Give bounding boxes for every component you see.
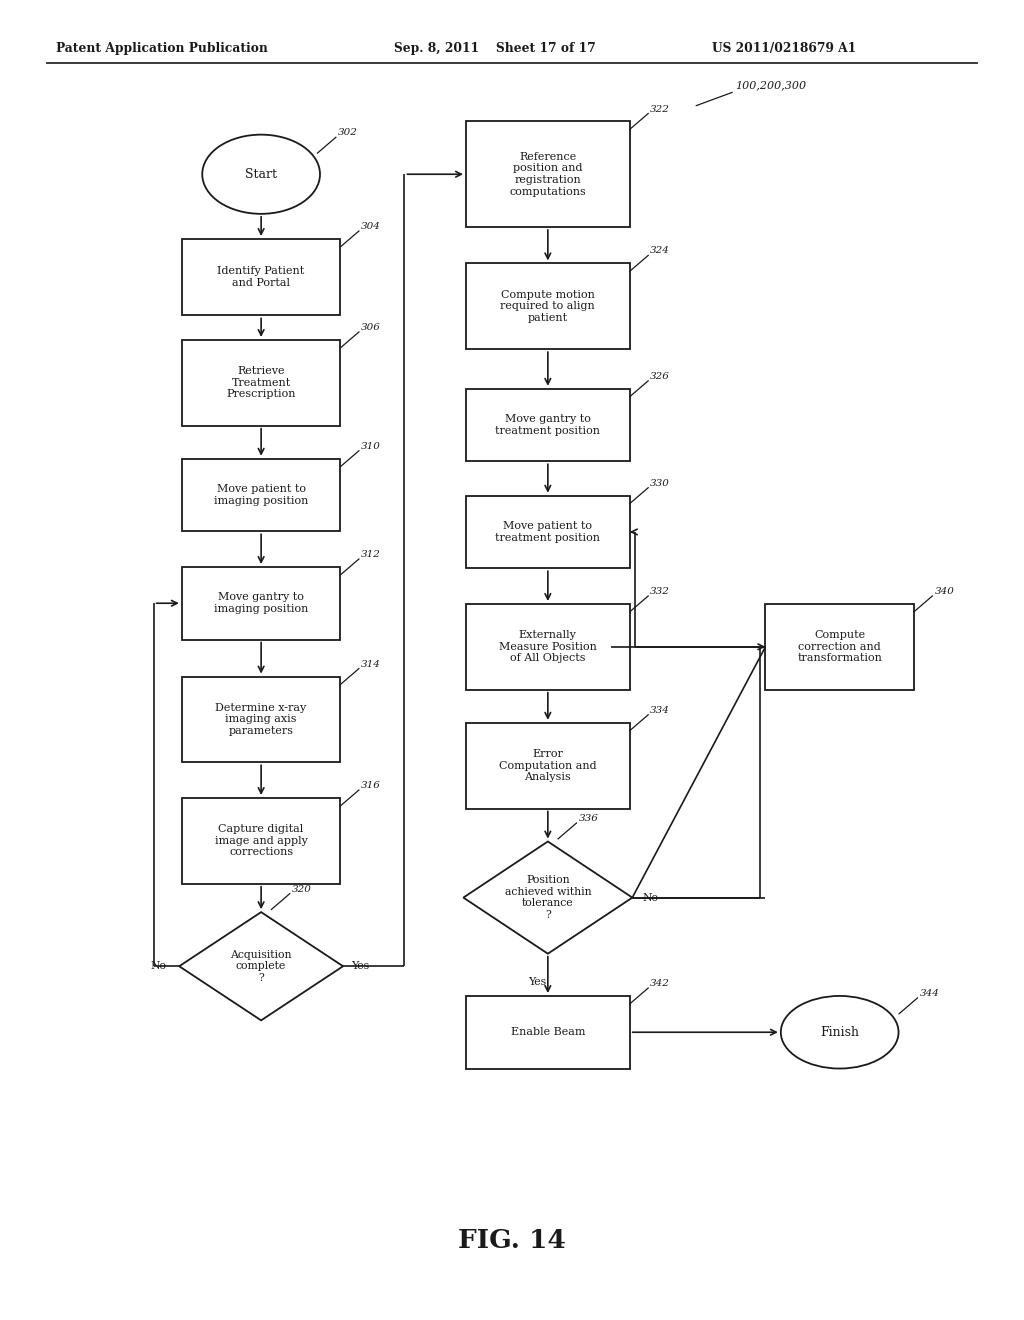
Text: 320: 320	[292, 884, 311, 894]
Text: 326: 326	[650, 372, 670, 380]
FancyBboxPatch shape	[466, 605, 630, 689]
FancyBboxPatch shape	[182, 797, 340, 884]
Text: Determine x-ray
imaging axis
parameters: Determine x-ray imaging axis parameters	[215, 702, 307, 737]
Text: Patent Application Publication: Patent Application Publication	[56, 42, 268, 55]
Text: Identify Patient
and Portal: Identify Patient and Portal	[217, 267, 305, 288]
Text: Finish: Finish	[820, 1026, 859, 1039]
Text: 344: 344	[920, 989, 939, 998]
Text: 342: 342	[650, 979, 670, 987]
Text: Externally
Measure Position
of All Objects: Externally Measure Position of All Objec…	[499, 630, 597, 664]
Text: Compute
correction and
transformation: Compute correction and transformation	[798, 630, 882, 664]
Text: 100,200,300: 100,200,300	[735, 79, 806, 90]
Text: Error
Computation and
Analysis: Error Computation and Analysis	[499, 748, 597, 783]
Text: 334: 334	[650, 706, 670, 715]
Text: Capture digital
image and apply
corrections: Capture digital image and apply correcti…	[215, 824, 307, 858]
Text: Start: Start	[245, 168, 278, 181]
Text: 336: 336	[579, 814, 598, 824]
Text: Yes: Yes	[351, 961, 370, 972]
Text: 302: 302	[338, 128, 357, 137]
Text: 330: 330	[650, 479, 670, 488]
Polygon shape	[179, 912, 343, 1020]
Text: No: No	[643, 892, 658, 903]
Text: Move gantry to
treatment position: Move gantry to treatment position	[496, 414, 600, 436]
Text: 324: 324	[650, 247, 670, 256]
Text: 312: 312	[361, 550, 381, 560]
Text: 340: 340	[934, 587, 954, 597]
Text: US 2011/0218679 A1: US 2011/0218679 A1	[712, 42, 856, 55]
Text: Move gantry to
imaging position: Move gantry to imaging position	[214, 593, 308, 614]
Text: Position
achieved within
tolerance
?: Position achieved within tolerance ?	[505, 875, 591, 920]
FancyBboxPatch shape	[466, 121, 630, 227]
Text: Reference
position and
registration
computations: Reference position and registration comp…	[510, 152, 586, 197]
Text: Yes: Yes	[528, 977, 547, 987]
Text: 314: 314	[361, 660, 381, 668]
Text: 304: 304	[361, 222, 381, 231]
Text: 322: 322	[650, 104, 670, 114]
Text: No: No	[151, 961, 167, 972]
FancyBboxPatch shape	[466, 723, 630, 808]
Text: Acquisition
complete
?: Acquisition complete ?	[230, 949, 292, 983]
Text: Retrieve
Treatment
Prescription: Retrieve Treatment Prescription	[226, 366, 296, 400]
FancyBboxPatch shape	[182, 458, 340, 531]
Text: Sep. 8, 2011    Sheet 17 of 17: Sep. 8, 2011 Sheet 17 of 17	[394, 42, 596, 55]
FancyBboxPatch shape	[466, 388, 630, 461]
FancyBboxPatch shape	[182, 341, 340, 425]
Text: Move patient to
imaging position: Move patient to imaging position	[214, 484, 308, 506]
Text: 306: 306	[361, 323, 381, 333]
Text: FIG. 14: FIG. 14	[458, 1229, 566, 1253]
FancyBboxPatch shape	[182, 239, 340, 315]
Text: 316: 316	[361, 781, 381, 789]
FancyBboxPatch shape	[466, 495, 630, 568]
Ellipse shape	[203, 135, 319, 214]
Polygon shape	[463, 842, 633, 953]
FancyBboxPatch shape	[182, 676, 340, 763]
Text: Compute motion
required to align
patient: Compute motion required to align patient	[501, 289, 595, 323]
FancyBboxPatch shape	[765, 605, 913, 689]
Text: 332: 332	[650, 587, 670, 597]
FancyBboxPatch shape	[182, 566, 340, 639]
Text: 310: 310	[361, 442, 381, 451]
FancyBboxPatch shape	[466, 263, 630, 348]
Text: Move patient to
treatment position: Move patient to treatment position	[496, 521, 600, 543]
Ellipse shape	[780, 995, 899, 1069]
FancyBboxPatch shape	[466, 995, 630, 1069]
Text: Enable Beam: Enable Beam	[511, 1027, 585, 1038]
